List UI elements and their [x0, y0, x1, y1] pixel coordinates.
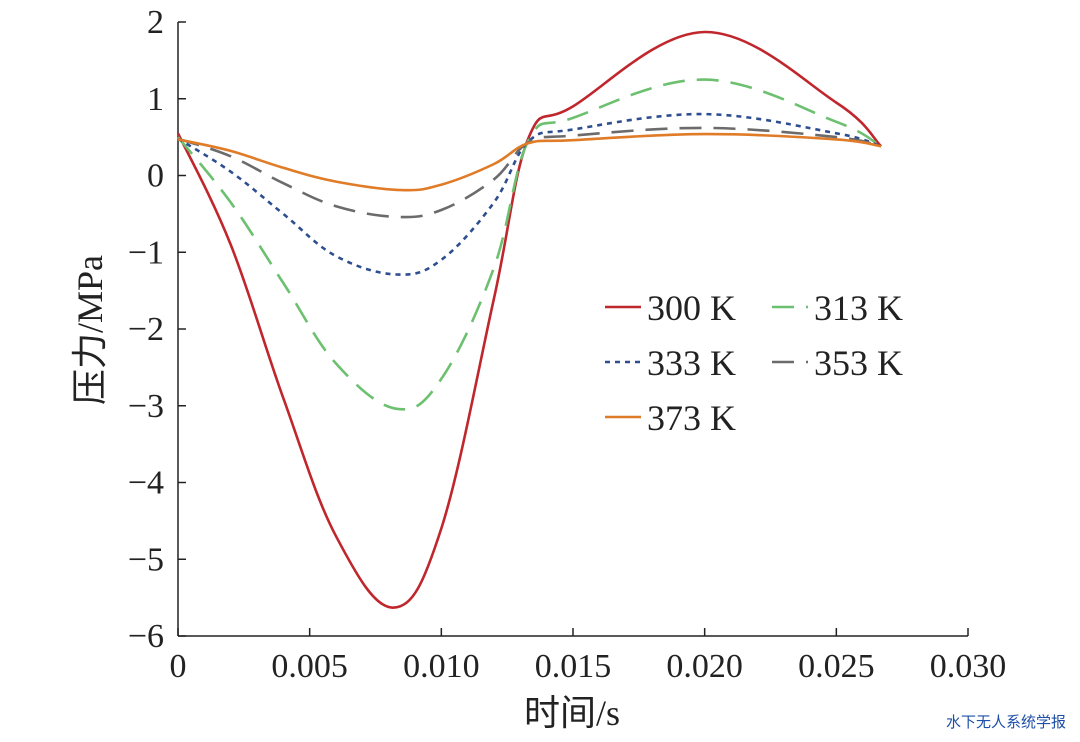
journal-watermark: 水下无人系统学报: [945, 713, 1066, 731]
y-tick-label: 0: [147, 158, 164, 195]
y-axis-title: 压力/MPa: [70, 255, 110, 405]
series-line-4: [177, 132, 882, 192]
y-tick-label: −2: [128, 311, 164, 348]
y-tick-label: −1: [128, 234, 164, 271]
y-tick-label: −6: [128, 618, 164, 655]
y-tick-label: 2: [147, 4, 164, 41]
tick-labels: 0 0.005 0.010 0.015 0.020 0.025 0.030 −6 −5 −4 −3 −…: [128, 4, 1006, 685]
x-axis-title: 时间/s: [524, 693, 620, 733]
legend-label-0: 300 K: [647, 288, 736, 328]
y-tick-label: −3: [128, 388, 164, 425]
legend: 300 K 313 K 333 K 353 K 373 K: [605, 288, 903, 438]
series-lines: [176, 30, 883, 609]
legend-label-2: 333 K: [647, 343, 736, 383]
series-line-0: [176, 30, 883, 609]
legend-label-1: 313 K: [814, 288, 903, 328]
legend-label-3: 353 K: [814, 343, 903, 383]
x-tick-label: 0.030: [930, 648, 1007, 685]
x-tick-label: 0.010: [403, 648, 480, 685]
series-line-2: [177, 112, 882, 276]
y-tick-label: −5: [128, 541, 164, 578]
x-tick-label: 0.015: [535, 648, 612, 685]
legend-label-4: 373 K: [647, 398, 736, 438]
axes: [177, 21, 969, 637]
x-tick-label: 0.025: [798, 648, 875, 685]
x-tick-label: 0.005: [271, 648, 348, 685]
x-tick-label: 0.020: [666, 648, 743, 685]
y-tick-label: 1: [147, 81, 164, 118]
x-tick-label: 0: [170, 648, 187, 685]
y-tick-label: −4: [128, 465, 164, 502]
series-line-1: [176, 78, 882, 411]
series-line-3: [177, 126, 882, 219]
